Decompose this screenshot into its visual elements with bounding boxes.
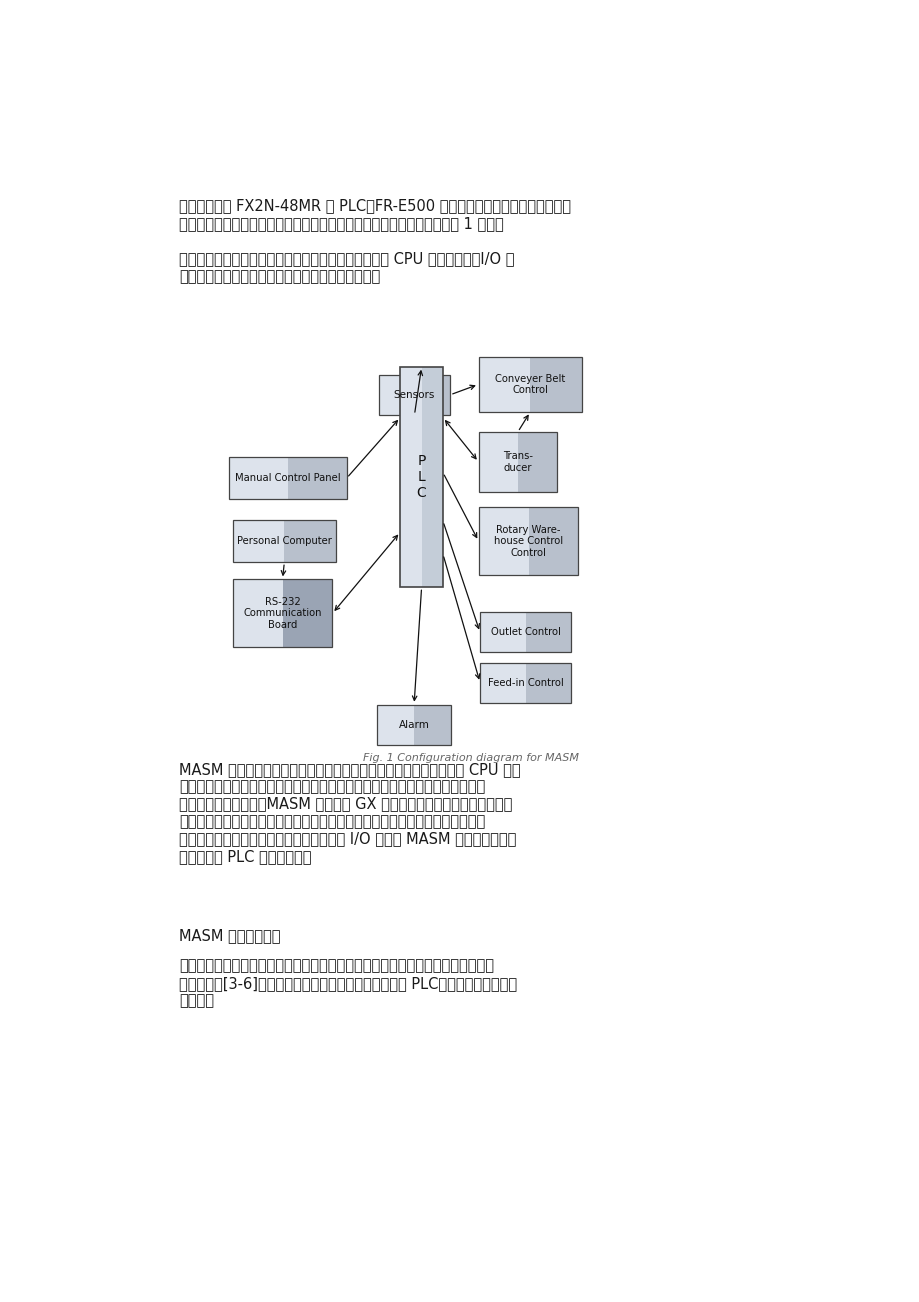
FancyBboxPatch shape [478, 432, 517, 492]
FancyBboxPatch shape [478, 357, 529, 411]
FancyBboxPatch shape [525, 612, 571, 652]
FancyBboxPatch shape [517, 432, 557, 492]
Text: Manual Control Panel: Manual Control Panel [235, 473, 340, 483]
FancyBboxPatch shape [525, 663, 571, 703]
Text: Rotary Ware-
house Control
Control: Rotary Ware- house Control Control [494, 525, 562, 557]
Text: RS-232
Communication
Board: RS-232 Communication Board [243, 596, 322, 630]
Text: Fig. 1 Configuration diagram for MASM: Fig. 1 Configuration diagram for MASM [363, 753, 579, 763]
FancyBboxPatch shape [288, 457, 346, 499]
FancyBboxPatch shape [282, 579, 332, 647]
FancyBboxPatch shape [528, 508, 578, 575]
Text: P
L
C: P L C [416, 454, 426, 500]
FancyBboxPatch shape [421, 367, 443, 587]
FancyBboxPatch shape [478, 508, 528, 575]
FancyBboxPatch shape [229, 457, 288, 499]
Text: MASM 的软件配置可以分为两个部分：系统软件和应用软件。所有的 CPU 与适
应的操作系统和编程系统密切相关的程序文件，一般由计算机生产厂家或软件公
司，被称: MASM 的软件配置可以分为两个部分：系统软件和应用软件。所有的 CPU 与适 … [179, 762, 520, 863]
Text: 模式的控制系统的一个显著特点是力求准确和快速的动态响应，即响应时间要短，
而且要稳定[3-6]。该系统的硬件包括可编程逻辑控制器 PLC，变频器，传感器和
电机: 模式的控制系统的一个显著特点是力求准确和快速的动态响应，即响应时间要短， 而且要… [179, 958, 516, 1008]
FancyBboxPatch shape [377, 704, 414, 745]
Text: Sensors: Sensors [393, 389, 435, 400]
FancyBboxPatch shape [529, 357, 582, 411]
FancyBboxPatch shape [400, 367, 421, 587]
FancyBboxPatch shape [480, 663, 525, 703]
Text: Personal Computer: Personal Computer [237, 536, 332, 547]
Text: Feed-in Control: Feed-in Control [487, 677, 563, 687]
FancyBboxPatch shape [414, 375, 449, 415]
Text: 机电系统的计算机控制系统包括硬件和软件，它主要由 CPU 的硬件配置，I/O 模
块，检测元件，人机界面，控制元件以及执行器等。: 机电系统的计算机控制系统包括硬件和软件，它主要由 CPU 的硬件配置，I/O 模… [179, 251, 514, 284]
Text: Conveyer Belt
Control: Conveyer Belt Control [494, 374, 565, 395]
FancyBboxPatch shape [233, 521, 284, 562]
Text: Trans-
ducer: Trans- ducer [503, 452, 532, 473]
FancyBboxPatch shape [284, 521, 335, 562]
Text: Alarm: Alarm [398, 720, 429, 729]
FancyBboxPatch shape [414, 704, 450, 745]
FancyBboxPatch shape [480, 612, 525, 652]
FancyBboxPatch shape [233, 579, 282, 647]
Text: 动装置上；的 FX2N-48MR 型 PLC，FR-E500 系列变频器，交流接触器，低压断
路器等，全部由日本三菱公司生产，组成的控制系统模式。和配置图如图 : 动装置上；的 FX2N-48MR 型 PLC，FR-E500 系列变频器，交流接… [179, 198, 571, 230]
FancyBboxPatch shape [379, 375, 414, 415]
Text: MASM 的硬件设计：: MASM 的硬件设计： [179, 928, 280, 943]
Text: Outlet Control: Outlet Control [490, 628, 560, 638]
